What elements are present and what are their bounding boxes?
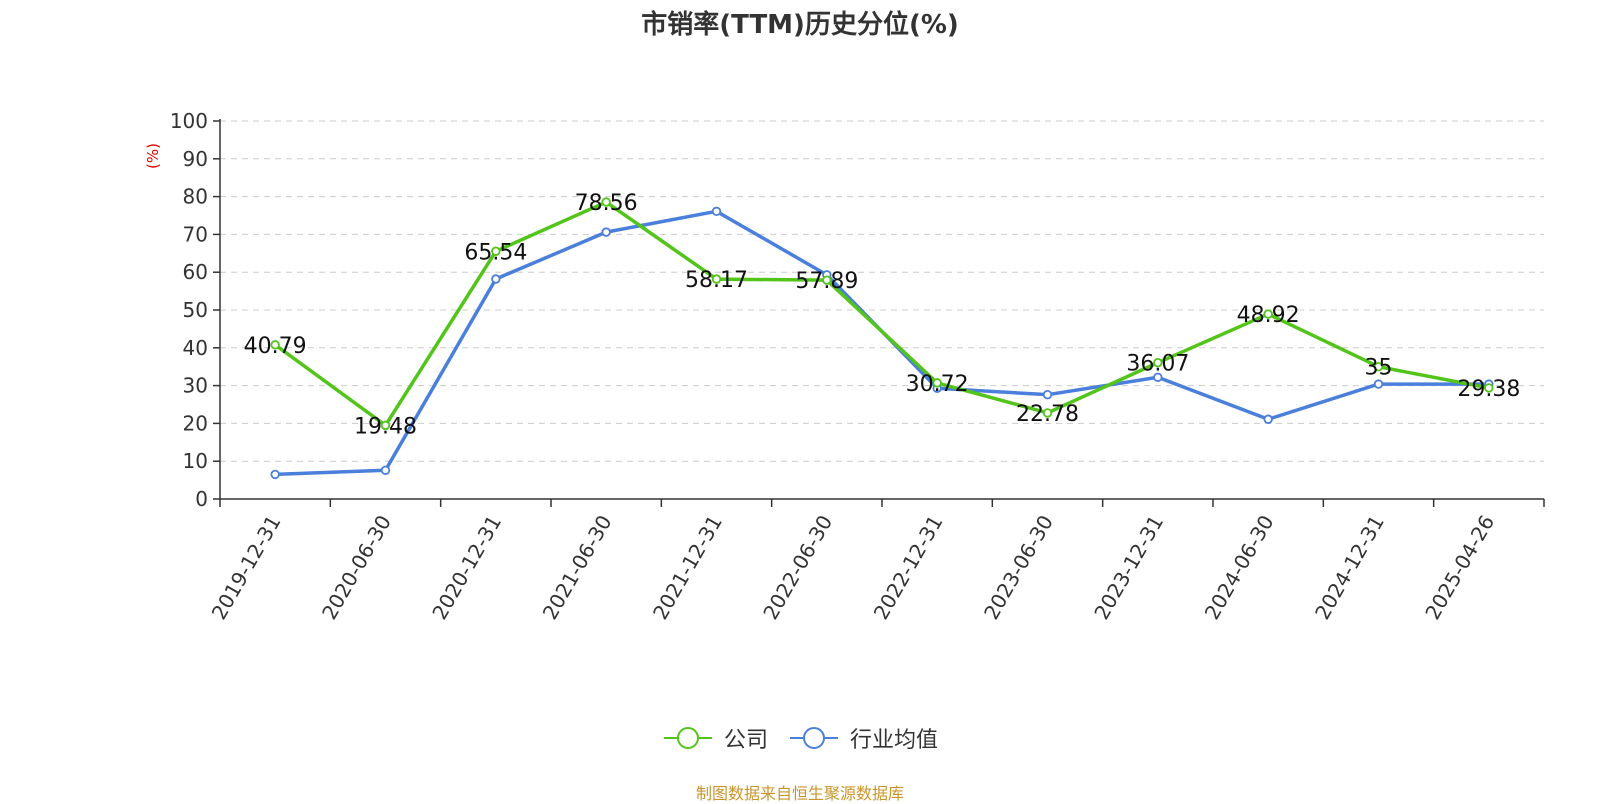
x-tick-label: 2021-06-30 bbox=[538, 511, 617, 624]
data-point-company bbox=[1484, 383, 1494, 393]
legend-item-industry-average[interactable]: 行业均值 bbox=[788, 722, 938, 754]
y-tick-label: 40 bbox=[183, 336, 208, 360]
data-label: 30.72 bbox=[906, 372, 969, 397]
x-tick-label: 2023-12-31 bbox=[1089, 511, 1168, 624]
x-tick-label: 2022-12-31 bbox=[869, 511, 948, 624]
data-point-industry-average bbox=[1042, 389, 1053, 400]
grid-lines bbox=[220, 120, 1544, 462]
y-tick-label: 80 bbox=[183, 185, 208, 209]
data-point-industry-average bbox=[380, 465, 391, 475]
data-point-company bbox=[1373, 362, 1384, 372]
y-tick-label: 10 bbox=[183, 449, 208, 473]
data-label: 57.89 bbox=[795, 269, 858, 294]
data-point-company bbox=[1153, 357, 1163, 368]
data-point-industry-average bbox=[491, 274, 501, 284]
legend-industry-label: 行业均值 bbox=[850, 728, 939, 753]
x-tick-label: 2021-12-31 bbox=[648, 511, 727, 624]
x-tick-label: 2022-06-30 bbox=[758, 511, 837, 624]
legend: 公司 行业均值 bbox=[0, 722, 1600, 754]
data-point-company bbox=[491, 246, 501, 256]
data-point-industry-average bbox=[601, 227, 611, 237]
axes: 0 10 20 30 40 50 60 70 80 90 100 2019-12-31 2020-06-… bbox=[170, 109, 1545, 624]
series-line-company bbox=[274, 200, 1490, 428]
y-tick-label: 90 bbox=[183, 147, 208, 171]
data-point-company bbox=[380, 420, 391, 431]
data-label: 19.48 bbox=[354, 414, 417, 439]
x-tick-label: 2024-06-30 bbox=[1200, 511, 1279, 624]
data-point-company bbox=[932, 378, 942, 388]
legend-company-label: 公司 bbox=[723, 728, 768, 753]
data-point-company bbox=[601, 197, 611, 207]
y-tick-label: 20 bbox=[183, 411, 208, 435]
y-tick-label: 50 bbox=[183, 298, 208, 322]
data-label: 78.56 bbox=[575, 191, 638, 216]
data-point-industry-average bbox=[1373, 379, 1384, 389]
x-tick-label: 2025-04-26 bbox=[1420, 511, 1499, 624]
series-lines bbox=[270, 197, 1494, 480]
data-point-company bbox=[1042, 408, 1053, 418]
legend-item-company[interactable]: 公司 bbox=[662, 722, 768, 754]
data-label: 40.79 bbox=[244, 334, 307, 359]
data-label: 36.07 bbox=[1126, 352, 1189, 377]
data-label: 29.38 bbox=[1457, 377, 1520, 402]
legend-industry-marker-icon bbox=[790, 727, 838, 749]
chart-title: 市销率(TTM)历史分位(%) bbox=[641, 10, 959, 40]
x-tick-label: 2020-12-31 bbox=[427, 511, 506, 624]
data-label: 65.54 bbox=[464, 240, 527, 265]
data-label: 35 bbox=[1365, 356, 1393, 381]
data-label: 48.92 bbox=[1237, 303, 1300, 328]
data-point-industry-average bbox=[711, 206, 722, 217]
y-tick-label: 60 bbox=[183, 260, 208, 284]
x-tick-label: 2019-12-31 bbox=[207, 511, 286, 624]
series-line-industry-average bbox=[275, 209, 1489, 477]
data-point-industry-average bbox=[1263, 414, 1273, 424]
x-tick-label: 2024-12-31 bbox=[1310, 511, 1389, 624]
data-point-company bbox=[822, 275, 832, 285]
x-tick-label: 2023-06-30 bbox=[979, 511, 1058, 624]
x-tick-label: 2020-06-30 bbox=[317, 511, 396, 624]
y-tick-label: 0 bbox=[195, 487, 208, 511]
y-tick-label: 30 bbox=[183, 374, 208, 398]
data-point-company bbox=[270, 340, 280, 350]
legend-company-marker-icon bbox=[663, 727, 712, 749]
data-labels: 40.79 19.48 65.54 78.56 58.17 57.89 30.72 22.78… bbox=[244, 191, 1521, 439]
y-tick-label: 70 bbox=[183, 222, 208, 246]
data-point-company bbox=[1263, 309, 1273, 319]
data-label: 22.78 bbox=[1016, 402, 1079, 427]
data-point-company bbox=[711, 274, 722, 284]
source-note: 制图数据来自恒生聚源数据库 bbox=[695, 784, 904, 803]
data-point-industry-average bbox=[1153, 372, 1163, 382]
data-label: 58.17 bbox=[685, 268, 748, 293]
y-tick-label: 100 bbox=[170, 109, 208, 133]
y-axis-label: (%) bbox=[144, 143, 162, 169]
data-point-industry-average bbox=[270, 469, 280, 480]
